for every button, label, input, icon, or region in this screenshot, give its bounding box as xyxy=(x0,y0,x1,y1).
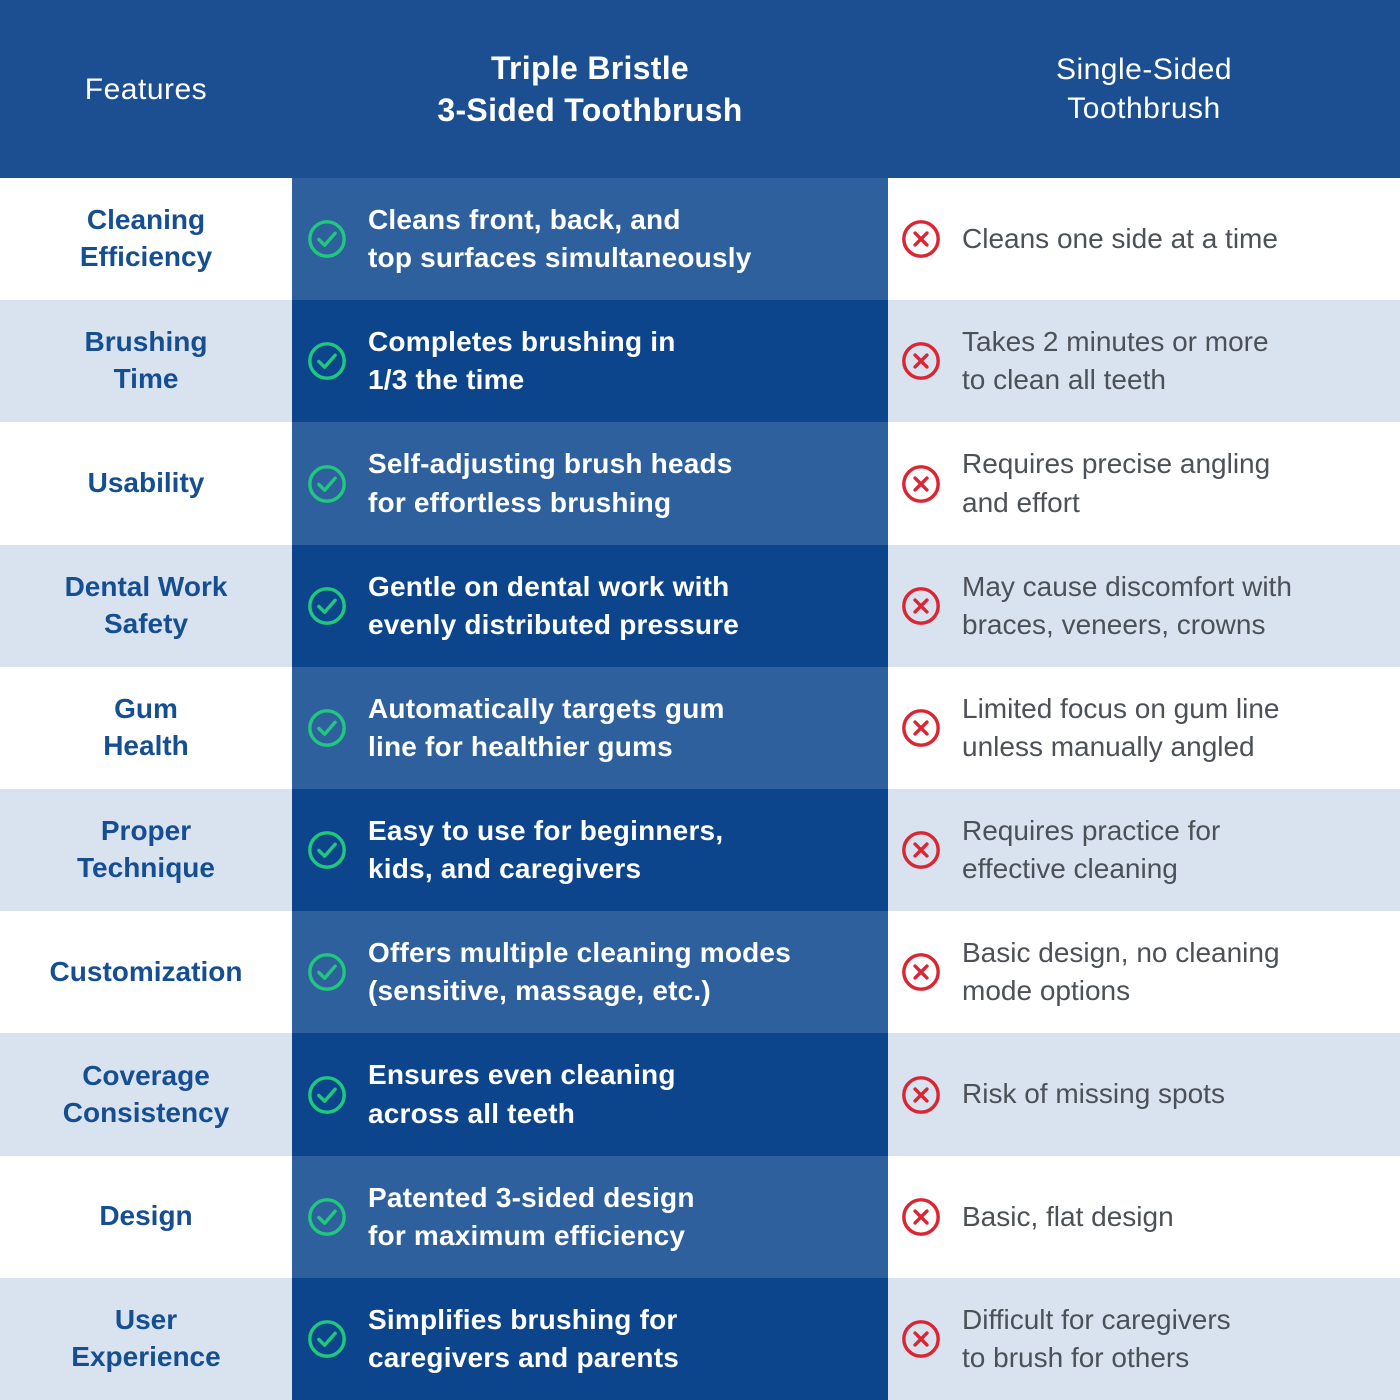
triple-bristle-cell: Gentle on dental work with evenly distri… xyxy=(292,544,888,667)
check-circle-icon xyxy=(306,829,348,871)
feature-name-cell: Proper Technique xyxy=(0,789,292,912)
triple-bristle-cell: Simplifies brushing for caregivers and p… xyxy=(292,1277,888,1400)
header-features: Features xyxy=(84,72,208,106)
feature-name-cell: Customization xyxy=(0,911,292,1034)
triple-bristle-cell: Self-adjusting brush heads for effortles… xyxy=(292,422,888,545)
feature-name-cell: Brushing Time xyxy=(0,300,292,423)
feature-label: Dental Work Safety xyxy=(64,570,228,639)
single-sided-text: Takes 2 minutes or more to clean all tee… xyxy=(962,326,1269,396)
feature-label: Customization xyxy=(49,955,243,987)
feature-label: User Experience xyxy=(71,1303,221,1372)
table-row: Coverage Consistency Ensures even cleani… xyxy=(0,1033,1400,1156)
feature-name-cell: Gum Health xyxy=(0,666,292,790)
triple-bristle-cell: Automatically targets gum line for healt… xyxy=(292,666,888,790)
single-sided-cell: Basic design, no cleaning mode options xyxy=(888,911,1400,1034)
triple-bristle-cell: Patented 3-sided design for maximum effi… xyxy=(292,1155,888,1278)
x-circle-icon xyxy=(900,829,942,871)
x-circle-icon xyxy=(900,1318,942,1360)
table-row: Proper Technique Easy to use for beginne… xyxy=(0,789,1400,912)
table-row: Gum Health Automatically targets gum lin… xyxy=(0,666,1400,790)
triple-bristle-text: Self-adjusting brush heads for effortles… xyxy=(368,448,733,518)
x-circle-icon xyxy=(900,1196,942,1238)
feature-label: Usability xyxy=(87,467,205,499)
single-sided-text: Risk of missing spots xyxy=(962,1078,1225,1110)
triple-bristle-cell: Cleans front, back, and top surfaces sim… xyxy=(292,178,888,301)
single-sided-cell: Difficult for caregivers to brush for ot… xyxy=(888,1277,1400,1400)
x-circle-icon xyxy=(900,951,942,993)
triple-bristle-text: Gentle on dental work with evenly distri… xyxy=(368,570,740,640)
triple-bristle-text: Patented 3-sided design for maximum effi… xyxy=(368,1181,695,1251)
x-circle-icon xyxy=(900,585,942,627)
triple-bristle-text: Completes brushing in 1/3 the time xyxy=(368,326,676,396)
table-row: Usability Self-adjusting brush heads for… xyxy=(0,422,1400,545)
triple-bristle-cell: Offers multiple cleaning modes (sensitiv… xyxy=(292,911,888,1034)
table-row: Brushing Time Completes brushing in 1/3 … xyxy=(0,300,1400,423)
triple-bristle-text: Simplifies brushing for caregivers and p… xyxy=(368,1303,679,1373)
feature-name-cell: Design xyxy=(0,1155,292,1278)
single-sided-text: Requires practice for effective cleaning xyxy=(962,815,1221,885)
table-body: Cleaning Efficiency Cleans front, back, … xyxy=(0,178,1400,1400)
single-sided-text: Difficult for caregivers to brush for ot… xyxy=(962,1303,1231,1373)
single-sided-text: May cause discomfort with braces, veneer… xyxy=(962,570,1292,640)
feature-label: Design xyxy=(99,1200,193,1232)
header-single-sided: Single-Sided Toothbrush xyxy=(1055,53,1233,125)
single-sided-cell: May cause discomfort with braces, veneer… xyxy=(888,544,1400,667)
feature-name-cell: Cleaning Efficiency xyxy=(0,178,292,301)
single-sided-cell: Requires precise angling and effort xyxy=(888,422,1400,545)
header-triple-bristle: Triple Bristle 3-Sided Toothbrush xyxy=(437,49,743,128)
triple-bristle-cell: Easy to use for beginners, kids, and car… xyxy=(292,789,888,912)
feature-name-cell: Dental Work Safety xyxy=(0,544,292,667)
single-sided-text: Cleans one side at a time xyxy=(962,223,1278,255)
triple-bristle-cell: Completes brushing in 1/3 the time xyxy=(292,300,888,423)
single-sided-text: Limited focus on gum line unless manuall… xyxy=(962,692,1280,762)
x-circle-icon xyxy=(900,463,942,505)
check-circle-icon xyxy=(306,707,348,749)
single-sided-cell: Limited focus on gum line unless manuall… xyxy=(888,666,1400,790)
feature-name-cell: Coverage Consistency xyxy=(0,1033,292,1156)
table-row: User Experience Simplifies brushing for … xyxy=(0,1277,1400,1400)
triple-bristle-cell: Ensures even cleaning across all teeth xyxy=(292,1033,888,1156)
single-sided-text: Basic design, no cleaning mode options xyxy=(962,937,1280,1007)
x-circle-icon xyxy=(900,340,942,382)
x-circle-icon xyxy=(900,218,942,260)
check-circle-icon xyxy=(306,340,348,382)
triple-bristle-text: Cleans front, back, and top surfaces sim… xyxy=(368,204,752,274)
triple-bristle-text: Automatically targets gum line for healt… xyxy=(368,692,725,762)
single-sided-text: Basic, flat design xyxy=(962,1200,1174,1232)
triple-bristle-text: Easy to use for beginners, kids, and car… xyxy=(368,815,724,885)
check-circle-icon xyxy=(306,1074,348,1116)
feature-label: Gum Health xyxy=(103,692,189,761)
check-circle-icon xyxy=(306,585,348,627)
single-sided-text: Requires precise angling and effort xyxy=(962,448,1271,518)
x-circle-icon xyxy=(900,707,942,749)
single-sided-cell: Basic, flat design xyxy=(888,1155,1400,1278)
triple-bristle-text: Ensures even cleaning across all teeth xyxy=(368,1059,676,1129)
single-sided-cell: Cleans one side at a time xyxy=(888,178,1400,301)
feature-label: Proper Technique xyxy=(77,815,215,884)
table-row: Cleaning Efficiency Cleans front, back, … xyxy=(0,178,1400,301)
table-row: Dental Work Safety Gentle on dental work… xyxy=(0,544,1400,667)
check-circle-icon xyxy=(306,463,348,505)
feature-label: Cleaning Efficiency xyxy=(79,204,213,273)
feature-label: Coverage Consistency xyxy=(62,1059,230,1128)
table-row: Design Patented 3-sided design for maxim… xyxy=(0,1155,1400,1278)
check-circle-icon xyxy=(306,1196,348,1238)
table-header: Features Triple Bristle 3-Sided Toothbru… xyxy=(0,0,1400,178)
check-circle-icon xyxy=(306,951,348,993)
triple-bristle-text: Offers multiple cleaning modes (sensitiv… xyxy=(368,937,791,1007)
feature-name-cell: User Experience xyxy=(0,1277,292,1400)
check-circle-icon xyxy=(306,1318,348,1360)
feature-label: Brushing Time xyxy=(84,326,208,395)
single-sided-cell: Requires practice for effective cleaning xyxy=(888,789,1400,912)
check-circle-icon xyxy=(306,218,348,260)
table-row: Customization Offers multiple cleaning m… xyxy=(0,911,1400,1034)
x-circle-icon xyxy=(900,1074,942,1116)
feature-name-cell: Usability xyxy=(0,422,292,545)
single-sided-cell: Takes 2 minutes or more to clean all tee… xyxy=(888,300,1400,423)
single-sided-cell: Risk of missing spots xyxy=(888,1033,1400,1156)
